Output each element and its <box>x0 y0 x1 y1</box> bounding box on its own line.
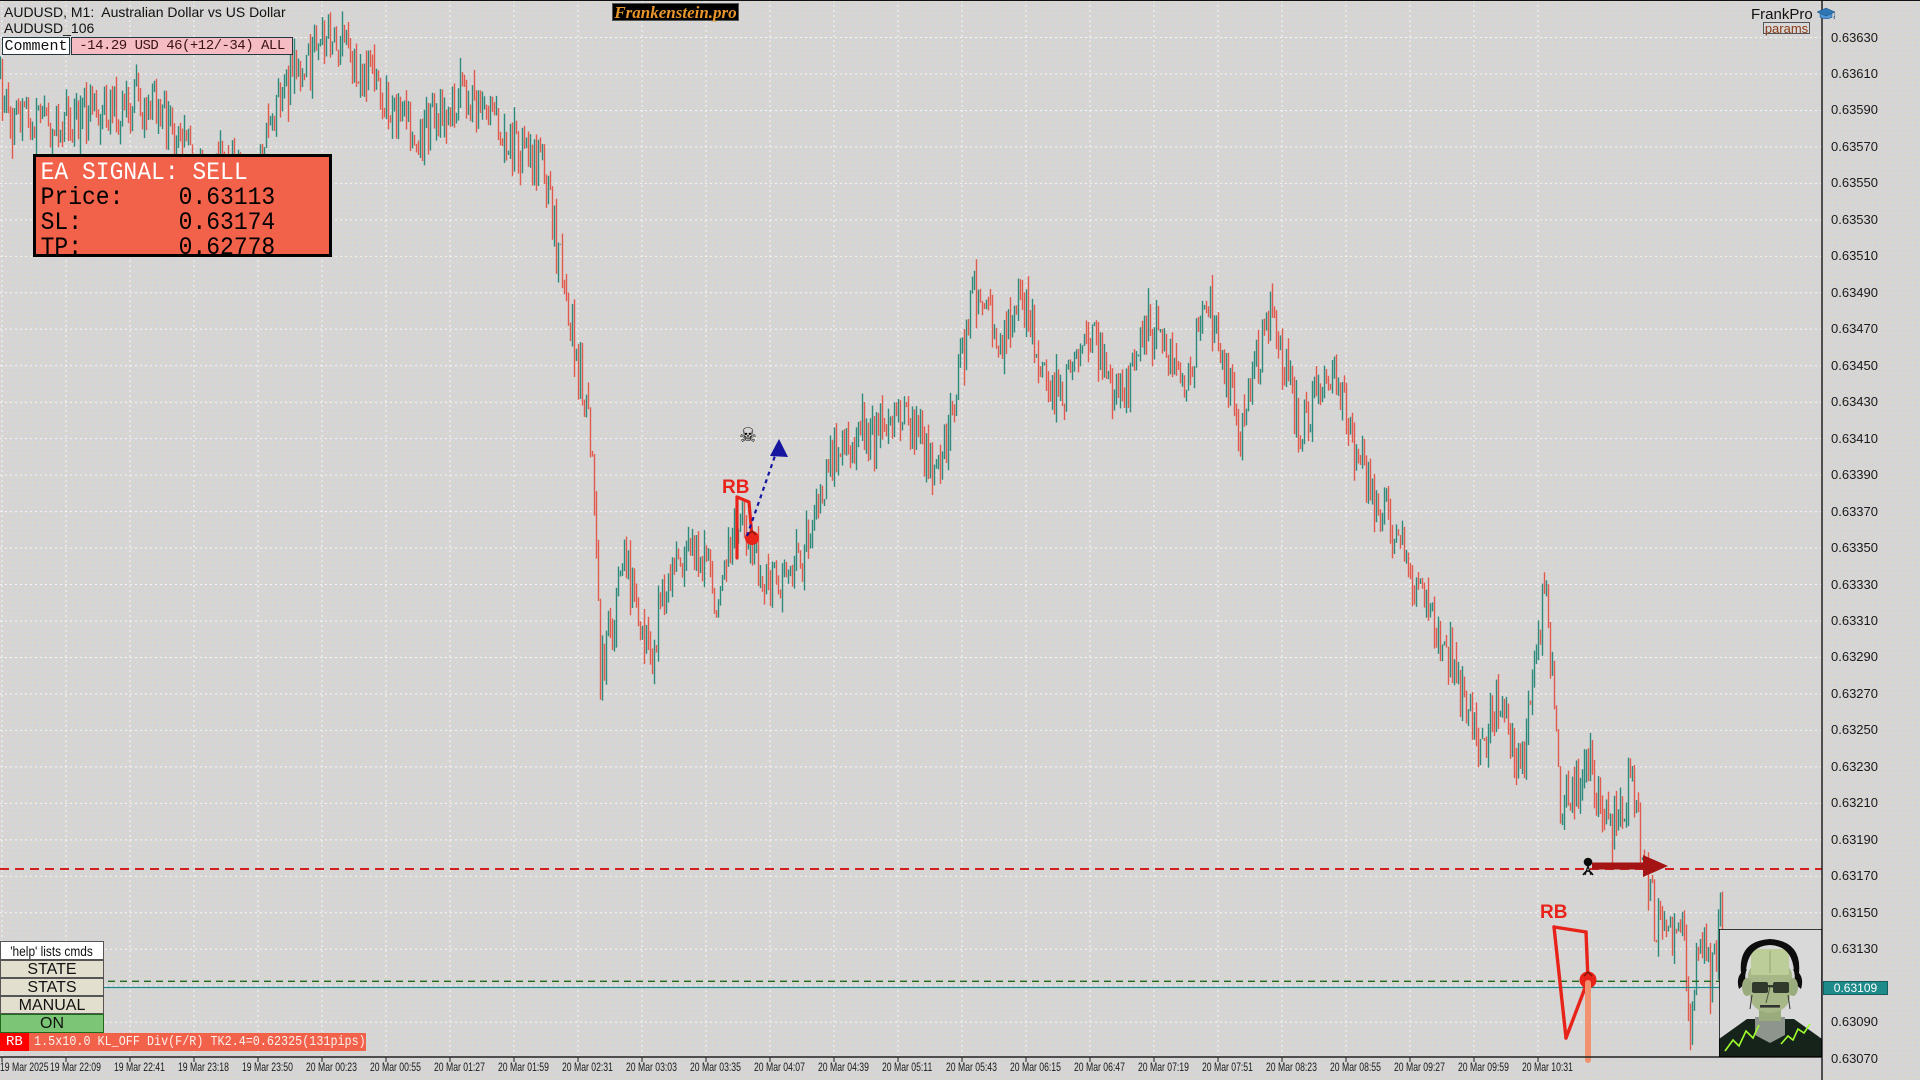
svg-text:RB: RB <box>1540 902 1567 923</box>
svg-text:☠: ☠ <box>739 425 757 447</box>
svg-text:RB: RB <box>722 477 749 498</box>
